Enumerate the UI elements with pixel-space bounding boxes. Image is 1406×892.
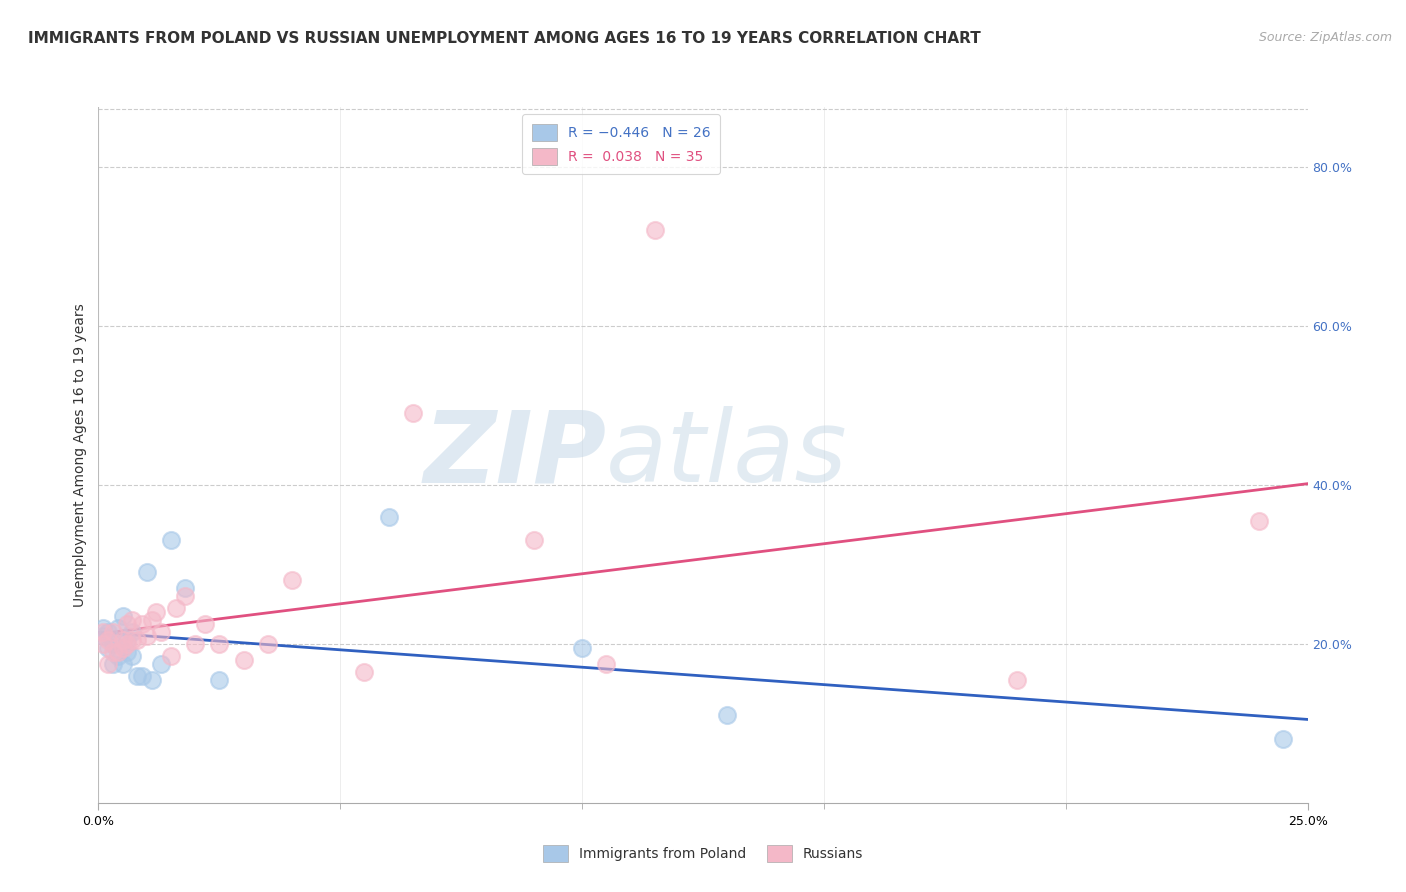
Point — [135, 629, 157, 643]
Point — [121, 632, 143, 647]
Point — [91, 621, 114, 635]
Point — [353, 665, 375, 679]
Text: IMMIGRANTS FROM POLAND VS RUSSIAN UNEMPLOYMENT AMONG AGES 16 TO 19 YEARS CORRELA: IMMIGRANTS FROM POLAND VS RUSSIAN UNEMPL… — [28, 31, 981, 46]
Point — [107, 645, 129, 659]
Text: ZIP: ZIP — [423, 407, 606, 503]
Point — [165, 601, 187, 615]
Point — [97, 640, 120, 655]
Point — [117, 632, 139, 647]
Point — [402, 406, 425, 420]
Point — [571, 640, 593, 655]
Point — [194, 616, 217, 631]
Point — [101, 645, 124, 659]
Point — [145, 605, 167, 619]
Y-axis label: Unemployment Among Ages 16 to 19 years: Unemployment Among Ages 16 to 19 years — [73, 303, 87, 607]
Point — [97, 632, 120, 647]
Point — [117, 645, 139, 659]
Point — [107, 648, 129, 663]
Point — [150, 657, 173, 671]
Point — [131, 616, 153, 631]
Point — [1249, 514, 1271, 528]
Point — [101, 624, 124, 639]
Point — [111, 609, 134, 624]
Point — [131, 668, 153, 682]
Legend: R = −0.446   N = 26, R =  0.038   N = 35: R = −0.446 N = 26, R = 0.038 N = 35 — [522, 114, 720, 174]
Point — [111, 632, 134, 647]
Point — [135, 565, 157, 579]
Point — [101, 637, 124, 651]
Point — [174, 581, 197, 595]
Text: Source: ZipAtlas.com: Source: ZipAtlas.com — [1258, 31, 1392, 45]
Point — [91, 637, 114, 651]
Point — [208, 637, 231, 651]
Point — [111, 657, 134, 671]
Point — [141, 613, 163, 627]
Point — [121, 648, 143, 663]
Point — [97, 624, 120, 639]
Point — [91, 624, 114, 639]
Point — [716, 708, 738, 723]
Point — [1007, 673, 1029, 687]
Point — [160, 648, 183, 663]
Legend: Immigrants from Poland, Russians: Immigrants from Poland, Russians — [537, 839, 869, 867]
Point — [208, 673, 231, 687]
Point — [101, 657, 124, 671]
Point — [117, 637, 139, 651]
Point — [121, 624, 143, 639]
Point — [150, 624, 173, 639]
Point — [644, 223, 666, 237]
Point — [595, 657, 617, 671]
Point — [174, 589, 197, 603]
Point — [1272, 732, 1295, 747]
Point — [184, 637, 207, 651]
Point — [97, 657, 120, 671]
Point — [232, 653, 254, 667]
Point — [121, 613, 143, 627]
Point — [91, 629, 114, 643]
Text: atlas: atlas — [606, 407, 848, 503]
Point — [117, 616, 139, 631]
Point — [160, 533, 183, 548]
Point — [111, 640, 134, 655]
Point — [523, 533, 546, 548]
Point — [256, 637, 278, 651]
Point — [141, 673, 163, 687]
Point — [281, 573, 304, 587]
Point — [377, 509, 399, 524]
Point — [127, 668, 149, 682]
Point — [107, 621, 129, 635]
Point — [127, 632, 149, 647]
